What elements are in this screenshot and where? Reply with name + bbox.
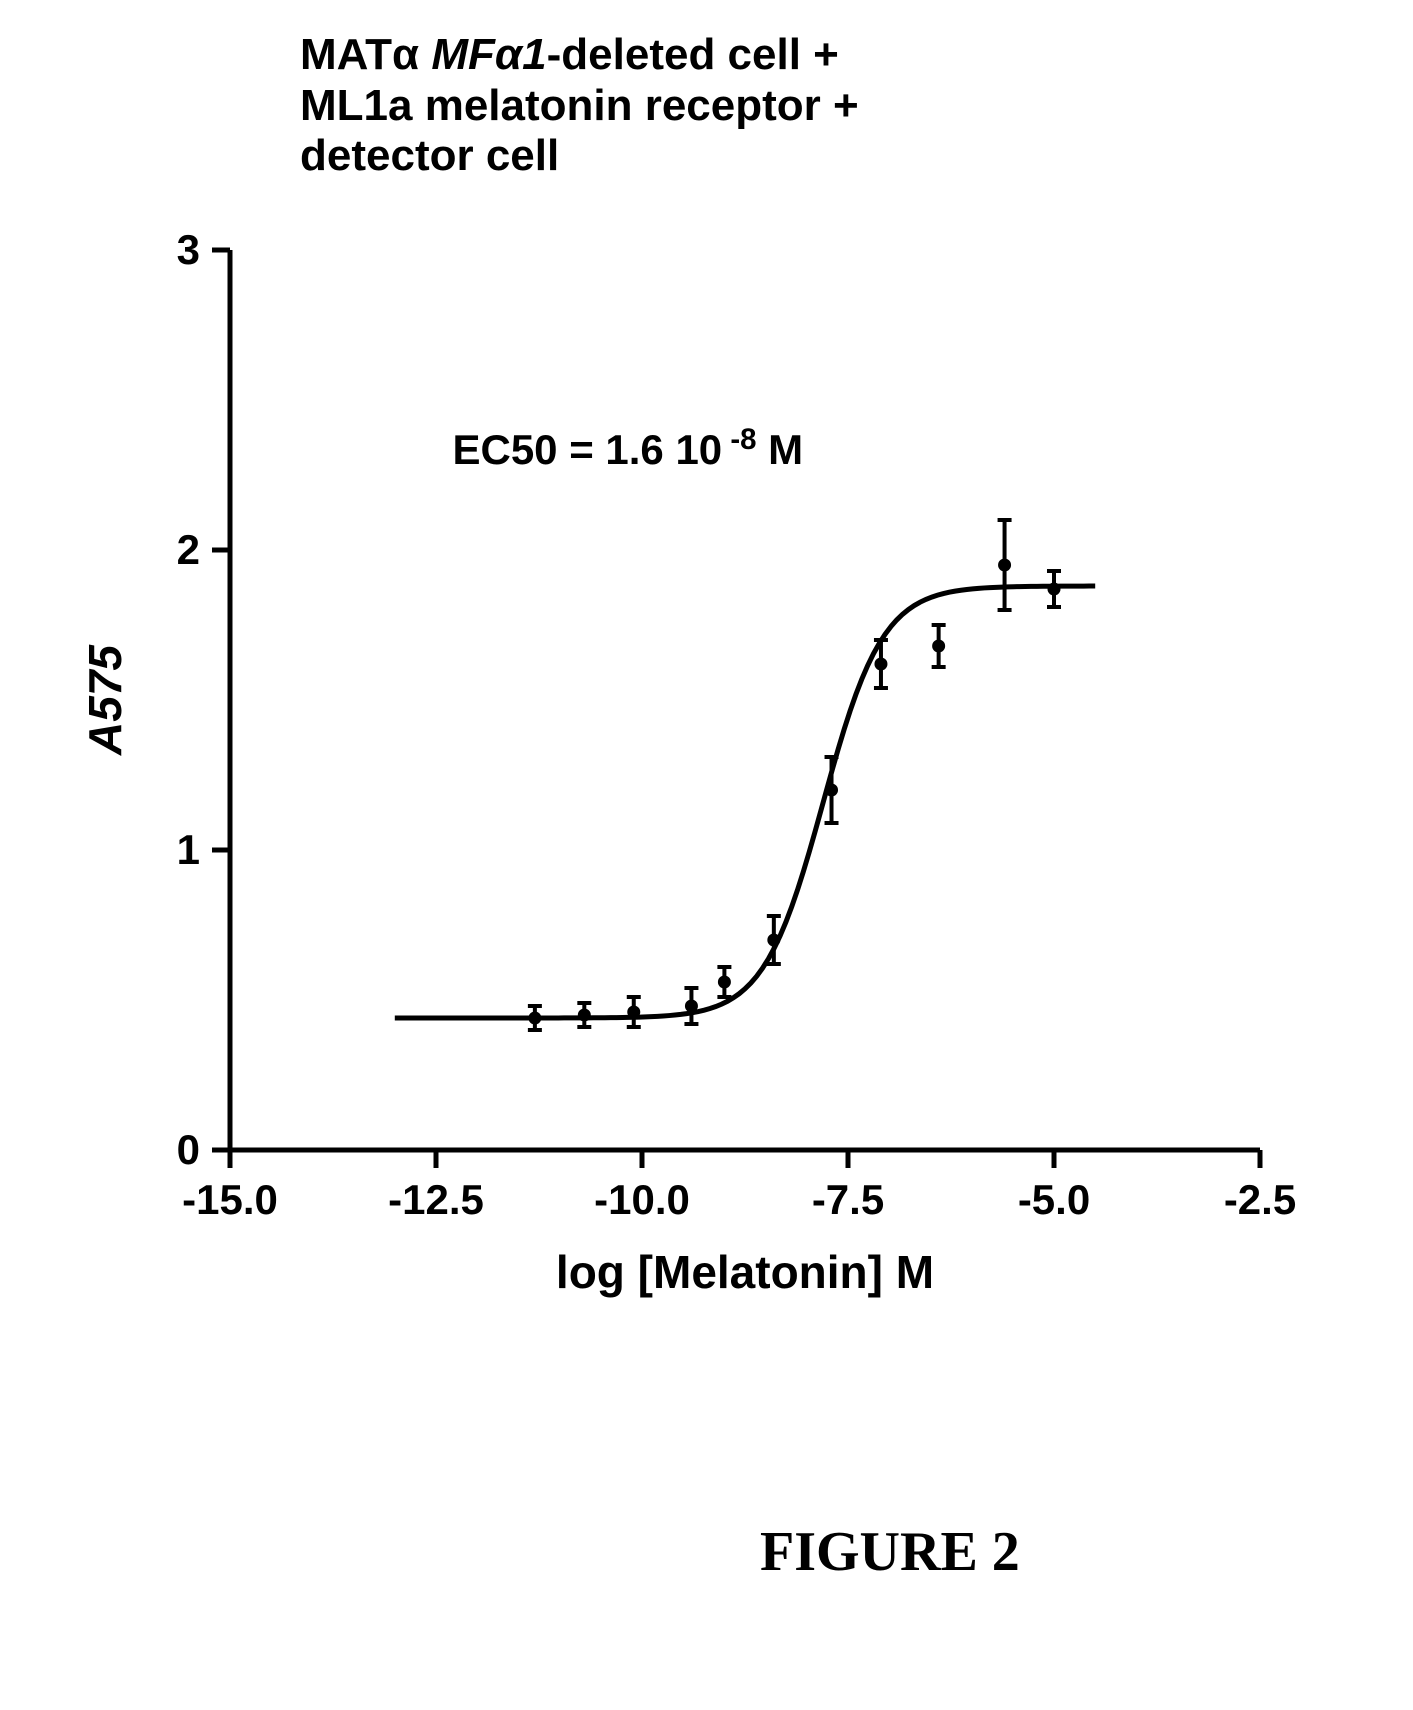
plot-svg xyxy=(230,250,1260,1150)
x-tick-label: -5.0 xyxy=(1018,1176,1090,1224)
annotation-pre: EC50 = 1.6 10 xyxy=(452,426,722,473)
title-l1-alpha: α xyxy=(392,30,419,79)
y-tick-label: 0 xyxy=(177,1126,200,1174)
y-tick-label: 2 xyxy=(177,526,200,574)
chart-title: MATα MFα1-deleted cell + ML1a melatonin … xyxy=(300,30,859,182)
page: MATα MFα1-deleted cell + ML1a melatonin … xyxy=(0,0,1413,1710)
title-l1-pre: MAT xyxy=(300,30,392,79)
plot-area xyxy=(230,250,1260,1150)
x-axis-label: log [Melatonin] M xyxy=(556,1245,934,1299)
y-axis-label: A575 xyxy=(78,645,132,755)
title-line-2: ML1a melatonin receptor + xyxy=(300,81,859,132)
ec50-annotation: EC50 = 1.6 10 -8 M xyxy=(452,423,803,474)
title-line-1: MATα MFα1-deleted cell + xyxy=(300,30,859,81)
figure-caption: FIGURE 2 xyxy=(760,1520,1020,1584)
x-tick-label: -7.5 xyxy=(812,1176,884,1224)
y-tick-label: 1 xyxy=(177,826,200,874)
chart: A575 log [Melatonin] M -15.0 -12.5 -10.0 -7… xyxy=(60,210,1340,1340)
title-l1-post: -deleted cell + xyxy=(547,30,839,79)
annotation-sup: -8 xyxy=(722,423,756,456)
x-tick-label: -2.5 xyxy=(1224,1176,1296,1224)
x-tick-label: -12.5 xyxy=(388,1176,484,1224)
y-tick-label: 3 xyxy=(177,226,200,274)
annotation-post: M xyxy=(756,426,803,473)
x-tick-label: -10.0 xyxy=(594,1176,690,1224)
title-line-3: detector cell xyxy=(300,131,859,182)
title-l1-ital: MFα1 xyxy=(419,30,547,79)
x-tick-label: -15.0 xyxy=(182,1176,278,1224)
